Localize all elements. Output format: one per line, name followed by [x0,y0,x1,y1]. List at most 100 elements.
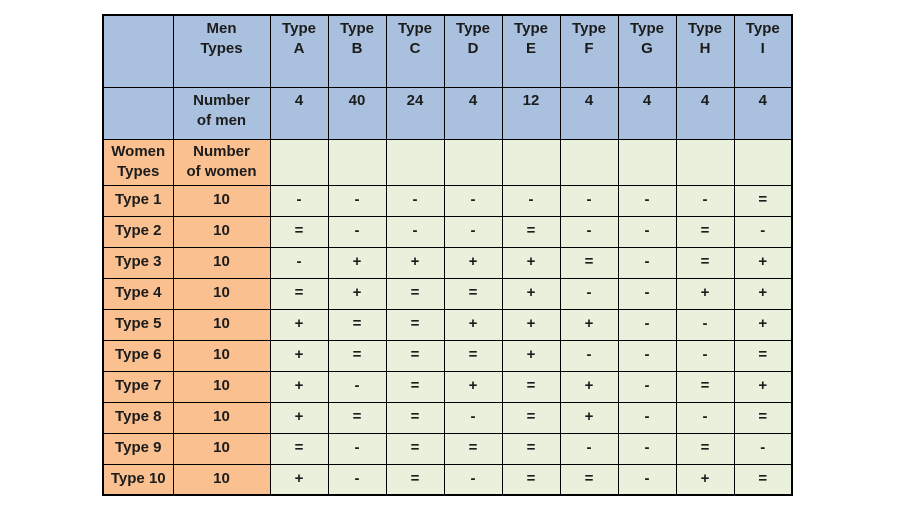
preference-cell: = [327,401,387,434]
women-types-label-cell: Women Types [102,138,174,186]
preference-cell: = [327,308,387,341]
women-type-label-cell: Type 5 [102,308,174,341]
preference-cell: - [733,432,793,465]
men-count-cell: 40 [327,86,387,140]
empty-cell [733,138,793,186]
preference-cell: - [617,401,677,434]
preference-cell: = [269,215,329,248]
women-count-cell: 10 [172,215,271,248]
preference-cell: - [559,432,619,465]
women-type-label-cell: Type 2 [102,215,174,248]
preference-cell: - [675,339,735,372]
preference-cell: = [269,277,329,310]
preference-cell: - [327,432,387,465]
women-type-label-cell: Type 8 [102,401,174,434]
preference-cell: = [559,463,619,496]
men-count-cell: 4 [675,86,735,140]
men-type-header-cell: Type E [501,14,561,88]
men-counts-row: Number of men 4 40 24 4 12 4 4 4 4 [102,86,793,140]
men-type-header-cell: Type I [733,14,793,88]
preference-cell: = [443,339,503,372]
preference-cell: + [559,308,619,341]
table-row: Type 5 10 + = = + + + - - + [102,308,793,341]
preference-cell: + [327,246,387,279]
preference-cell: = [269,432,329,465]
table-row: Type 1 10- - - - - - - - = [102,184,793,217]
women-count-cell: 10 [172,370,271,403]
preference-cell: = [385,339,445,372]
preference-cell: - [617,277,677,310]
preference-cell: = [385,401,445,434]
preference-cell: + [559,401,619,434]
women-type-label-cell: Type 3 [102,246,174,279]
women-count-cell: 10 [172,277,271,310]
preference-cell: + [733,277,793,310]
preference-cell: - [559,215,619,248]
preference-cell: + [501,246,561,279]
women-count-cell: 10 [172,401,271,434]
men-count-cell: 4 [559,86,619,140]
preference-cell: - [675,401,735,434]
preference-cell: + [269,401,329,434]
men-type-header-cell: Type C [385,14,445,88]
empty-cell [443,138,503,186]
preference-cell: - [733,215,793,248]
preference-cell: - [559,277,619,310]
preference-cell: - [327,463,387,496]
women-type-label-cell: Type 4 [102,277,174,310]
preference-cell: - [617,339,677,372]
number-of-men-label-cell: Number of men [172,86,271,140]
preference-cell: = [733,339,793,372]
preference-cell: = [501,215,561,248]
preference-cell: + [501,308,561,341]
table-row: Type 10 10 + - = - = = - + = [102,463,793,496]
preference-cell: = [733,184,793,217]
men-type-header-cell: Type B [327,14,387,88]
women-count-cell: 10 [172,246,271,279]
men-count-cell: 4 [733,86,793,140]
preference-cell: = [733,463,793,496]
preference-cell: - [617,246,677,279]
preference-cell: + [501,277,561,310]
empty-cell [501,138,561,186]
preference-cell: - [559,184,619,217]
men-type-header-cell: Type G [617,14,677,88]
preference-cell: - [327,370,387,403]
preference-cell: - [617,184,677,217]
preference-cell: + [385,246,445,279]
preference-cell: + [501,339,561,372]
preference-cell: = [501,463,561,496]
preference-cell: = [327,339,387,372]
corner-cell [102,14,174,88]
women-count-cell: 10 [172,432,271,465]
men-count-cell: 4 [443,86,503,140]
preference-cell: = [501,401,561,434]
men-count-cell: 4 [617,86,677,140]
preference-cell: - [327,184,387,217]
preference-cell: = [675,215,735,248]
preference-cell: = [501,432,561,465]
table-row: Type 8 10 + = = - = + - - = [102,401,793,434]
preference-cell: + [443,370,503,403]
preference-cell: + [443,308,503,341]
preference-cell: + [559,370,619,403]
preference-cell: - [443,401,503,434]
preference-cell: = [385,277,445,310]
preference-cell: + [733,370,793,403]
preference-cell: - [269,246,329,279]
preference-cell: - [617,308,677,341]
preference-cell: + [269,463,329,496]
preference-cell: = [559,246,619,279]
empty-cell [675,138,735,186]
women-count-cell: 10 [172,184,271,217]
preference-cell: + [269,370,329,403]
empty-cell [327,138,387,186]
preference-cell: - [327,215,387,248]
men-count-cell: 4 [269,86,329,140]
preference-cell: - [443,215,503,248]
preference-cell: + [675,463,735,496]
women-header-row: Women Types Number of women [102,138,793,186]
